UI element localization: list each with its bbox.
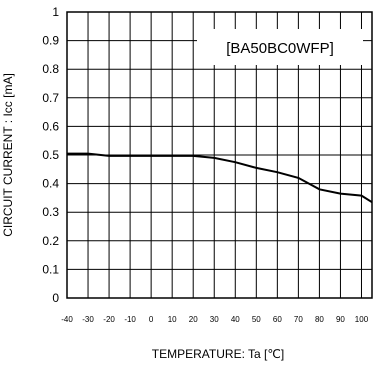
legend-label: [BA50BC0WFP] — [226, 40, 334, 57]
x-tick-label: -40 — [61, 315, 73, 324]
y-tick-label: 0.5 — [42, 148, 59, 162]
x-tick-label: 20 — [189, 315, 198, 324]
y-tick-label: 1 — [52, 5, 59, 19]
y-tick-label: 0.4 — [42, 177, 59, 191]
series-line — [67, 152, 373, 204]
x-tick-label: 40 — [231, 315, 240, 324]
x-tick-label: 50 — [252, 315, 261, 324]
x-tick-label: -10 — [124, 315, 136, 324]
y-tick-label: 0.6 — [42, 119, 59, 133]
x-tick-label: 60 — [273, 315, 282, 324]
x-tick-label: -30 — [82, 315, 94, 324]
y-axis-label: CIRCUIT CURRENT : Icc [mA] — [1, 73, 15, 237]
x-tick-label: 30 — [210, 315, 219, 324]
y-tick-label: 0 — [52, 291, 59, 305]
y-tick-label: 0.1 — [42, 262, 59, 276]
x-tick-label: 90 — [336, 315, 345, 324]
legend-box — [197, 29, 363, 65]
x-tick-label: 70 — [294, 315, 303, 324]
series-layer — [67, 152, 373, 204]
y-tick-label: 0.7 — [42, 91, 59, 105]
y-tick-label: 0.9 — [42, 34, 59, 48]
x-tick-labels: -40 -30 -20 -10 0 10 20 30 40 50 60 70 80 90 100 — [61, 315, 368, 324]
y-tick-label: 0.3 — [42, 205, 59, 219]
y-tick-label: 0.2 — [42, 234, 59, 248]
y-tick-labels: 0 0.1 0.2 0.3 0.4 0.5 0.6 0.7 0.8 0.9 1 — [42, 5, 59, 305]
x-tick-label: 100 — [355, 315, 369, 324]
plot-frame — [66, 11, 373, 299]
x-tick-label: 80 — [315, 315, 324, 324]
x-axis-label: TEMPERATURE: Ta [℃] — [152, 347, 284, 361]
x-tick-label: 10 — [168, 315, 177, 324]
plot-border — [66, 11, 373, 299]
x-tick-label: -20 — [103, 315, 115, 324]
x-tick-label: 0 — [149, 315, 154, 324]
y-tick-label: 0.8 — [42, 62, 59, 76]
